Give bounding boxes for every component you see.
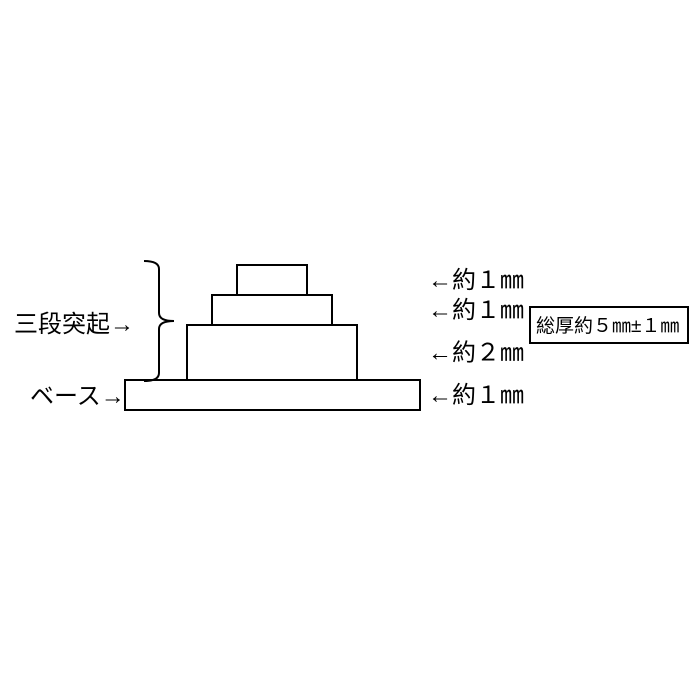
base-rect (125, 380, 420, 410)
tier-top-dim-label: ←約１㎜ (428, 267, 524, 294)
tier-middle-rect (212, 295, 332, 325)
tier-bottom-dim-label: ←約２㎜ (428, 340, 524, 367)
total-thickness-label: 総厚約５㎜±１㎜ (536, 315, 679, 337)
tier-middle-dim-label: ←約１㎜ (428, 297, 524, 324)
base-label: ベース→ (30, 383, 125, 410)
tier-bottom-rect (187, 325, 357, 380)
base-dim-label: ←約１㎜ (428, 382, 524, 409)
tier-top-rect (237, 265, 307, 295)
protrusion-label: 三段突起→ (14, 311, 134, 338)
